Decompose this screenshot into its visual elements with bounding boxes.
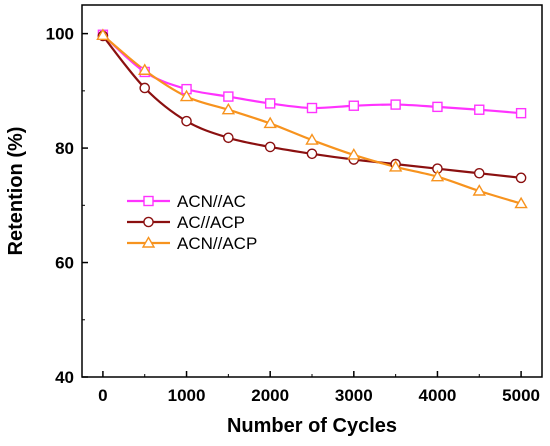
series-1-point [515,107,527,119]
x-axis-title: Number of Cycles [227,415,397,437]
y-tick-label: 40 [55,368,74,387]
series-2-point [515,172,527,184]
series-2-point [139,82,151,94]
legend-label-2: AC//ACP [177,213,245,232]
series-2-point [473,167,485,179]
series-3-point [138,63,152,75]
legend-marker-2 [143,216,154,228]
legend-label-1: ACN//AC [177,192,246,211]
y-axis-title: Retention (%) [5,127,27,256]
y-tick-label: 60 [55,254,74,273]
series-line-3 [102,34,522,205]
series-2-point [223,132,234,144]
series-2-point [264,141,276,153]
series-markers [96,28,528,209]
y-tick-label: 80 [55,139,74,158]
series-3-point [221,102,236,115]
series-1-point [348,100,360,111]
x-tick-label: 2000 [251,386,289,405]
x-tick-label: 3000 [335,386,373,405]
series-3-point [179,89,194,102]
series-line-1 [102,33,522,115]
legend-label-3: ACN//ACP [177,234,257,253]
x-tick-label: 0 [98,386,107,405]
series-2-point [306,148,318,160]
series-1-point [223,91,234,102]
series-3-point [305,133,319,145]
series-3-point [347,148,361,160]
series-1-point [432,101,443,113]
axis-ticks: 0 1000 2000 3000 4000 5000 40 60 80 100 [46,25,540,405]
legend: ACN//AC AC//ACP ACN//ACP [127,192,257,253]
series-3-point [472,184,486,196]
series-3-point [514,196,528,209]
legend-marker-3 [141,236,156,248]
series-3-point [263,116,277,129]
series-3-point [430,169,445,182]
x-tick-label: 4000 [419,386,457,405]
plot-frame [81,4,543,378]
series-3-point [96,28,110,41]
series-1-point [390,99,401,110]
x-tick-label: 1000 [168,386,206,405]
series-1-point [306,102,318,114]
series-2-point [181,115,192,127]
series-lines [102,33,522,205]
x-tick-label: 5000 [502,386,540,405]
y-tick-label: 100 [46,25,74,44]
series-1-point [474,104,485,115]
series-3-point [388,160,403,172]
series-1-point [264,98,276,109]
legend-marker-1 [143,195,154,207]
